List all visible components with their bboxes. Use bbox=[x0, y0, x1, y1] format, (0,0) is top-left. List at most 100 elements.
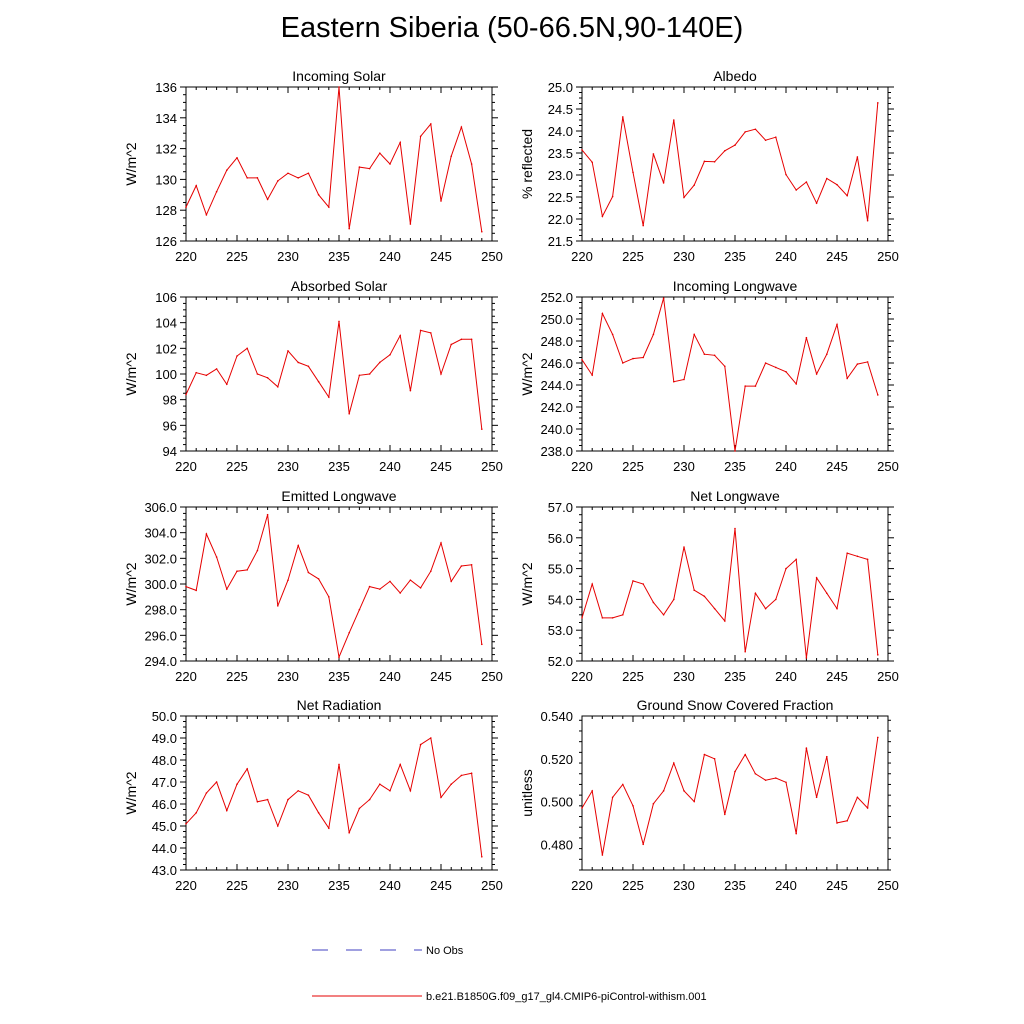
panel-title: Incoming Solar bbox=[292, 68, 386, 84]
data-point bbox=[775, 598, 777, 601]
x-tick-label: 235 bbox=[724, 459, 746, 474]
data-point bbox=[379, 588, 381, 590]
data-point bbox=[713, 161, 716, 163]
data-point bbox=[815, 373, 818, 375]
panel-title: Emitted Longwave bbox=[281, 488, 396, 504]
y-axis-label: W/m^2 bbox=[123, 352, 139, 395]
y-tick-label: 22.0 bbox=[548, 212, 573, 227]
panel-title: Net Longwave bbox=[690, 488, 780, 504]
y-tick-label: 54.0 bbox=[548, 592, 573, 607]
x-tick-label: 250 bbox=[877, 249, 899, 264]
data-point bbox=[775, 777, 777, 779]
x-tick-label: 240 bbox=[775, 459, 797, 474]
panel-title: Net Radiation bbox=[297, 697, 382, 713]
data-point bbox=[266, 798, 269, 801]
chart-panel-1: Incoming Solar W/m^2 220 225 230 235 240 245 250… bbox=[123, 68, 503, 264]
x-tick-label: 250 bbox=[481, 249, 503, 264]
data-point bbox=[744, 650, 746, 653]
data-point bbox=[389, 353, 391, 356]
x-tick-label: 230 bbox=[673, 669, 695, 684]
y-tick-label: 130 bbox=[155, 172, 177, 187]
data-point bbox=[195, 184, 197, 187]
series-line bbox=[581, 102, 879, 226]
y-tick-label: 306.0 bbox=[144, 500, 177, 515]
data-point bbox=[481, 230, 483, 233]
data-point bbox=[409, 790, 412, 792]
data-point bbox=[287, 172, 289, 175]
data-point bbox=[632, 580, 634, 582]
data-point bbox=[256, 801, 259, 803]
data-point bbox=[226, 383, 228, 386]
y-tick-label: 22.5 bbox=[548, 190, 573, 205]
data-point bbox=[622, 783, 624, 786]
data-point bbox=[256, 177, 259, 179]
x-tick-label: 250 bbox=[877, 878, 899, 893]
data-point bbox=[724, 620, 726, 622]
panel-title: Ground Snow Covered Fraction bbox=[637, 697, 834, 713]
data-point bbox=[379, 152, 381, 155]
x-tick-label: 245 bbox=[430, 459, 452, 474]
data-point bbox=[389, 163, 391, 165]
y-axis-label: W/m^2 bbox=[123, 142, 139, 185]
y-tick-label: 23.5 bbox=[548, 146, 573, 161]
y-tick-label: 136 bbox=[155, 80, 177, 95]
data-point bbox=[652, 333, 655, 336]
data-point bbox=[815, 577, 818, 579]
data-point bbox=[266, 198, 269, 201]
x-tick-label: 235 bbox=[328, 669, 350, 684]
data-point bbox=[764, 139, 767, 142]
data-point bbox=[317, 194, 320, 196]
data-point bbox=[866, 807, 869, 809]
data-point bbox=[205, 792, 208, 794]
data-point bbox=[693, 184, 695, 186]
data-point bbox=[826, 592, 828, 595]
data-point bbox=[399, 592, 402, 594]
x-tick-label: 225 bbox=[226, 249, 248, 264]
data-point bbox=[754, 128, 757, 131]
y-tick-label: 46.0 bbox=[152, 797, 177, 812]
data-point bbox=[836, 183, 838, 186]
x-tick-label: 245 bbox=[826, 878, 848, 893]
data-point bbox=[481, 428, 483, 430]
x-tick-label: 220 bbox=[571, 878, 593, 893]
data-point bbox=[795, 832, 797, 835]
data-point bbox=[368, 373, 371, 375]
data-point bbox=[877, 654, 879, 656]
data-point bbox=[754, 592, 757, 595]
data-point bbox=[430, 570, 432, 572]
x-tick-label: 225 bbox=[622, 878, 644, 893]
data-point bbox=[642, 843, 644, 846]
data-point bbox=[662, 297, 665, 299]
chart-panel-5: Emitted Longwave W/m^2 220 225 230 235 240 245 2… bbox=[123, 488, 503, 684]
data-point bbox=[430, 737, 432, 739]
x-tick-label: 235 bbox=[724, 249, 746, 264]
data-point bbox=[348, 412, 351, 415]
data-point bbox=[215, 781, 218, 783]
data-point bbox=[185, 393, 187, 396]
data-point bbox=[368, 585, 371, 588]
y-tick-label: 45.0 bbox=[152, 819, 177, 834]
data-point bbox=[744, 753, 746, 756]
data-point bbox=[591, 161, 593, 164]
data-point bbox=[611, 796, 614, 799]
data-point bbox=[328, 396, 330, 398]
data-point bbox=[379, 361, 381, 364]
legend-obs-label: No Obs bbox=[426, 945, 464, 957]
y-tick-label: 100 bbox=[155, 367, 177, 382]
data-point bbox=[470, 772, 473, 774]
data-point bbox=[236, 783, 238, 785]
data-point bbox=[317, 380, 320, 383]
data-point bbox=[409, 223, 412, 225]
data-point bbox=[297, 177, 300, 179]
data-point bbox=[622, 116, 624, 118]
data-point bbox=[419, 329, 422, 332]
x-tick-label: 220 bbox=[571, 459, 593, 474]
data-point bbox=[246, 569, 248, 571]
data-point bbox=[642, 224, 644, 227]
data-point bbox=[450, 343, 453, 346]
chart-panel-2: Albedo % reflected 220 225 230 235 240 245 250 21… bbox=[519, 68, 899, 264]
x-tick-label: 225 bbox=[226, 669, 248, 684]
data-point bbox=[846, 194, 848, 197]
data-point bbox=[591, 583, 593, 585]
data-point bbox=[673, 762, 675, 764]
